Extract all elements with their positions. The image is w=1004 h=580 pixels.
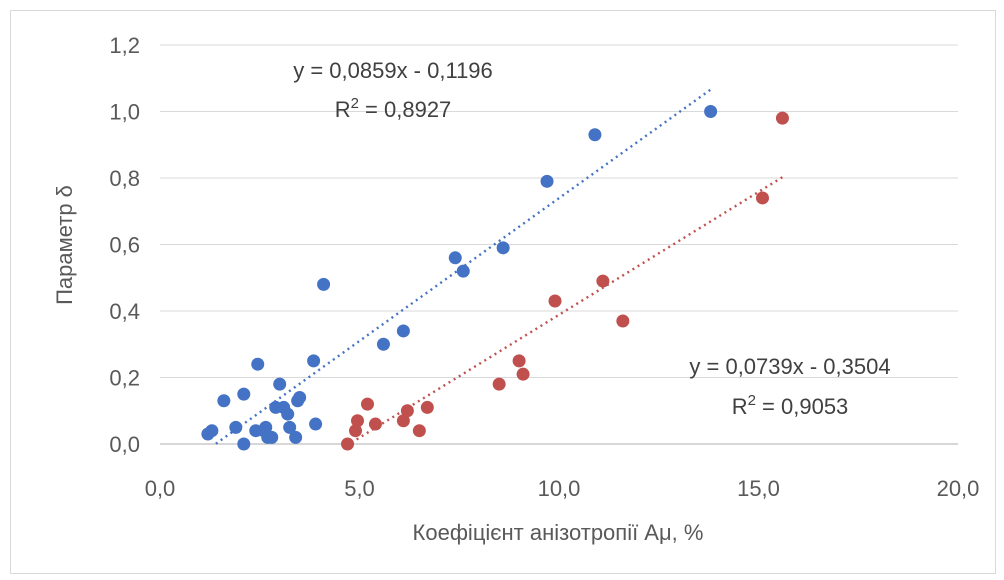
blue-data-point bbox=[237, 437, 251, 451]
superscript-two: 2 bbox=[748, 392, 756, 409]
blue-data-point bbox=[237, 387, 251, 401]
red-trend-equation: y = 0,0739x - 0,3504 bbox=[689, 354, 890, 379]
blue-data-point bbox=[217, 394, 231, 408]
red-r-squared-label: R bbox=[732, 394, 748, 419]
red-data-point bbox=[368, 417, 382, 431]
blue-r-squared-label: R bbox=[335, 97, 351, 122]
blue-data-point bbox=[704, 105, 718, 118]
blue-data-point bbox=[265, 430, 279, 444]
blue-data-point bbox=[396, 324, 410, 338]
y-tick-label: 0,8 bbox=[109, 166, 140, 191]
red-trendline bbox=[350, 176, 784, 444]
red-data-point bbox=[755, 191, 769, 205]
x-axis-title: Коефіцієнт анізотропії Aμ, % bbox=[413, 520, 704, 545]
blue-data-point bbox=[376, 337, 390, 351]
y-tick-label: 0,2 bbox=[109, 366, 140, 391]
y-tick-label: 0,4 bbox=[109, 299, 140, 324]
red-r-squared-value: = 0,9053 bbox=[756, 394, 848, 419]
blue-data-point bbox=[289, 430, 303, 444]
blue-data-point bbox=[456, 264, 470, 278]
blue-data-point bbox=[309, 417, 323, 431]
red-data-point bbox=[400, 404, 414, 418]
x-tick-label: 10,0 bbox=[538, 476, 581, 501]
red-data-point bbox=[349, 424, 363, 438]
red-data-point bbox=[616, 314, 630, 328]
blue-data-point bbox=[251, 357, 265, 371]
blue-data-point bbox=[205, 424, 219, 438]
blue-data-point bbox=[273, 377, 287, 391]
blue-data-point bbox=[540, 174, 554, 188]
y-tick-label: 1,0 bbox=[109, 100, 140, 125]
blue-data-point bbox=[281, 407, 295, 421]
blue-data-point bbox=[448, 251, 462, 265]
blue-data-point bbox=[307, 354, 321, 368]
x-tick-label: 5,0 bbox=[344, 476, 375, 501]
y-axis-title: Параметр δ bbox=[52, 185, 77, 305]
y-tick-label: 1,2 bbox=[109, 33, 140, 58]
red-data-point bbox=[492, 377, 506, 391]
red-data-point bbox=[548, 294, 562, 308]
superscript-two: 2 bbox=[351, 95, 359, 112]
blue-data-point bbox=[293, 390, 307, 404]
blue-trend-equation: y = 0,0859x - 0,1196 bbox=[293, 58, 493, 83]
red-data-point bbox=[341, 437, 355, 451]
blue-data-point bbox=[229, 420, 243, 434]
red-data-point bbox=[396, 414, 410, 428]
chart-frame bbox=[10, 10, 996, 574]
x-tick-labels: 0,0 5,0 10,0 15,0 20,0 bbox=[145, 476, 980, 501]
x-tick-label: 0,0 bbox=[145, 476, 176, 501]
red-data-point bbox=[412, 424, 426, 438]
x-tick-label: 20,0 bbox=[937, 476, 980, 501]
red-data-point bbox=[775, 111, 789, 125]
blue-data-point bbox=[496, 241, 510, 255]
red-r-squared: R2 = 0,9053 bbox=[732, 392, 849, 419]
red-data-point bbox=[516, 367, 530, 381]
y-tick-label: 0,6 bbox=[109, 233, 140, 258]
trendlines bbox=[215, 88, 784, 445]
y-tick-labels: 0,0 0,2 0,4 0,6 0,8 1,0 1,2 bbox=[109, 33, 140, 457]
red-data-point bbox=[596, 274, 610, 288]
blue-r-squared-value: = 0,8927 bbox=[359, 97, 451, 122]
blue-r-squared: R2 = 0,8927 bbox=[335, 95, 452, 122]
blue-data-point bbox=[317, 277, 331, 291]
blue-data-point bbox=[259, 420, 273, 434]
blue-data-point bbox=[283, 420, 297, 434]
x-tick-label: 15,0 bbox=[737, 476, 780, 501]
data-points bbox=[201, 105, 789, 451]
red-data-point bbox=[512, 354, 526, 368]
y-tick-label: 0,0 bbox=[109, 432, 140, 457]
red-data-point bbox=[351, 414, 365, 428]
red-data-point bbox=[360, 397, 374, 411]
red-data-point bbox=[420, 400, 434, 414]
grid-lines bbox=[160, 44, 958, 378]
blue-data-point bbox=[588, 128, 602, 142]
